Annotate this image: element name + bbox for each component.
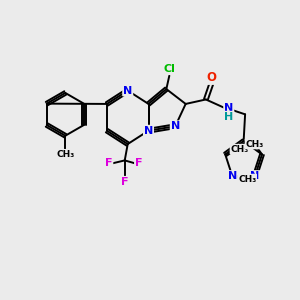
Text: N: N (228, 171, 237, 181)
Text: N: N (171, 121, 180, 131)
Text: N: N (123, 85, 132, 96)
Text: F: F (121, 177, 128, 187)
Text: F: F (135, 158, 142, 168)
Text: CH₃: CH₃ (245, 140, 264, 148)
Text: CH₃: CH₃ (230, 145, 249, 154)
Text: N: N (144, 126, 153, 136)
Text: CH₃: CH₃ (56, 150, 74, 159)
Text: Cl: Cl (164, 64, 175, 74)
Text: O: O (206, 71, 216, 84)
Text: N: N (250, 171, 260, 181)
Text: H: H (224, 112, 233, 122)
Text: F: F (105, 158, 112, 168)
Text: CH₃: CH₃ (238, 175, 256, 184)
Text: N: N (224, 103, 233, 113)
